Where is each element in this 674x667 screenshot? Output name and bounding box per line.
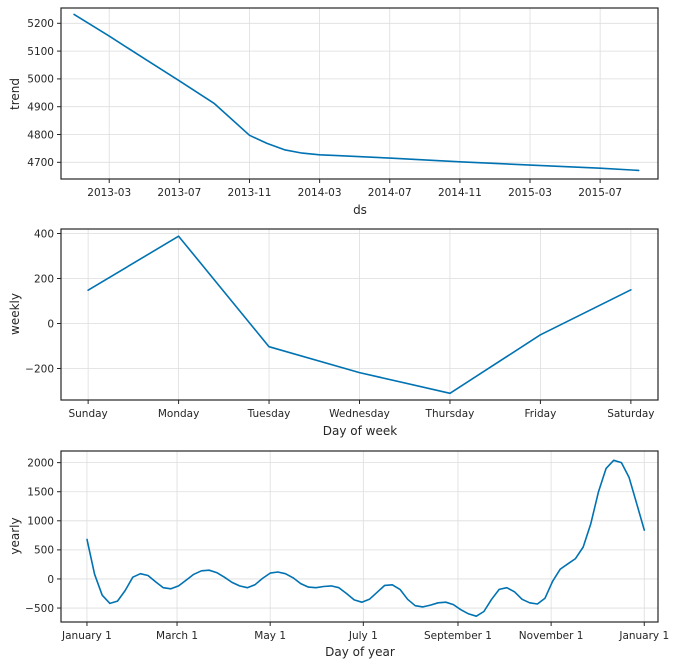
trend-grid [61, 8, 658, 179]
weekly-x-tick-label: Monday [158, 408, 199, 420]
yearly-x-tick-label: November 1 [519, 630, 584, 642]
weekly-y-axis: −200 0 200 400 [25, 228, 61, 375]
trend-x-tick-label: 2014-03 [298, 187, 342, 199]
trend-x-tick-label: 2015-07 [578, 187, 622, 199]
trend-y-tick-label: 5000 [27, 74, 54, 86]
trend-plot-frame [60, 7, 659, 180]
trend-y-axis: 4700 4800 4900 5000 5100 5200 [27, 18, 61, 169]
weekly-x-tick-label: Friday [524, 408, 556, 420]
yearly-plot-frame [60, 450, 659, 623]
weekly-x-tick-label: Sunday [68, 408, 107, 420]
yearly-y-tick-label: 1000 [27, 516, 54, 528]
trend-series [73, 13, 640, 172]
weekly-y-axis-label: weekly [8, 293, 22, 335]
trend-y-tick-label: 4900 [27, 102, 54, 114]
weekly-series-line [87, 235, 632, 395]
weekly-x-tick-label: Thursday [425, 408, 475, 420]
weekly-x-tick-label: Wednesday [329, 408, 390, 420]
trend-y-axis-label: trend [8, 78, 22, 110]
trend-y-tick-label: 5100 [27, 46, 54, 58]
trend-x-tick-label: 2013-03 [87, 187, 131, 199]
yearly-y-tick-label: 0 [47, 574, 54, 586]
yearly-x-tick-label: March 1 [156, 630, 198, 642]
weekly-y-tick-label: −200 [25, 363, 54, 375]
yearly-x-tick-label: May 1 [254, 630, 286, 642]
weekly-x-axis: Sunday Monday Tuesday Wednesday Thursday Frid… [68, 400, 655, 420]
trend-x-axis-label: ds [353, 203, 367, 217]
yearly-y-axis-label: yearly [8, 517, 22, 554]
yearly-y-tick-label: 500 [34, 545, 54, 557]
yearly-x-axis: January 1 March 1 May 1 July 1 September 1 No… [61, 622, 669, 642]
yearly-x-tick-label: July 1 [348, 630, 378, 642]
yearly-y-axis: −500 0 500 1000 1500 2000 [25, 457, 61, 615]
trend-x-tick-label: 2013-07 [157, 187, 201, 199]
yearly-x-axis-label: Day of year [325, 645, 395, 659]
yearly-panel: January 1 March 1 May 1 July 1 September 1 No… [8, 450, 669, 659]
trend-x-tick-label: 2014-07 [368, 187, 412, 199]
trend-x-tick-label: 2015-03 [508, 187, 552, 199]
trend-y-tick-label: 5200 [27, 18, 54, 30]
trend-x-tick-label: 2013-11 [228, 187, 272, 199]
yearly-y-tick-label: 2000 [27, 457, 54, 469]
trend-y-tick-label: 4800 [27, 129, 54, 141]
weekly-x-tick-label: Saturday [607, 408, 654, 420]
weekly-grid [61, 229, 658, 400]
trend-x-axis: 2013-03 2013-07 2013-11 2014-03 2014-07 2014-… [87, 179, 622, 199]
trend-x-tick-label: 2014-11 [438, 187, 482, 199]
weekly-y-tick-label: 0 [47, 318, 54, 330]
yearly-x-tick-label: September 1 [424, 630, 492, 642]
weekly-y-tick-label: 400 [34, 228, 54, 240]
trend-series-line [73, 13, 640, 172]
yearly-series [86, 459, 646, 618]
weekly-y-tick-label: 200 [34, 273, 54, 285]
weekly-x-tick-label: Tuesday [247, 408, 291, 420]
yearly-y-tick-label: −500 [25, 603, 54, 615]
yearly-y-tick-label: 1500 [27, 487, 54, 499]
trend-panel: 2013-03 2013-07 2013-11 2014-03 2014-07 2014-… [8, 7, 659, 217]
weekly-series [87, 235, 632, 395]
yearly-x-tick-label: January 1 [618, 630, 669, 642]
weekly-panel: Sunday Monday Tuesday Wednesday Thursday Frid… [8, 228, 659, 438]
yearly-series-line [86, 459, 646, 618]
weekly-x-axis-label: Day of week [323, 424, 397, 438]
yearly-grid [61, 451, 658, 622]
yearly-x-tick-label: January 1 [61, 630, 112, 642]
trend-y-tick-label: 4700 [27, 157, 54, 169]
